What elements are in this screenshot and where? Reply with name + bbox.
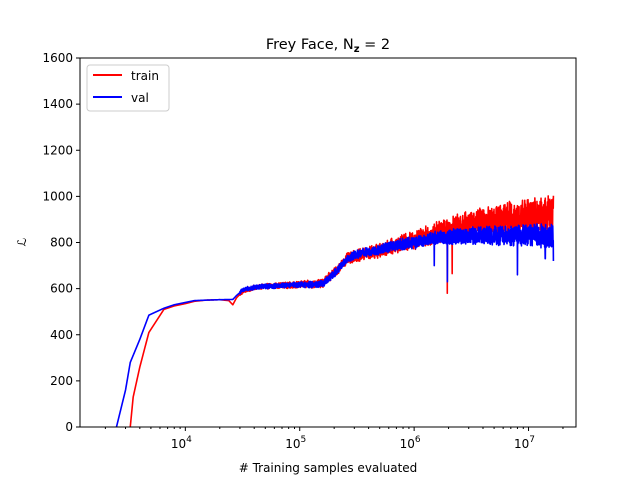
y-tick-label: 600: [50, 282, 73, 296]
x-tick-label: 106: [400, 435, 421, 451]
x-tick-label: 107: [514, 435, 535, 451]
legend-val-label: val: [131, 91, 149, 105]
y-tick-label: 1200: [42, 143, 73, 157]
series-line-val: [115, 223, 555, 427]
plot-area: [115, 195, 555, 427]
y-axis: 0 200 400 600 800 1000 1200 1400 1600: [42, 51, 80, 434]
legend-train-label: train: [131, 69, 159, 83]
plot-frame: [79, 57, 577, 428]
y-tick-label: 1600: [42, 51, 73, 65]
x-tick-label: 105: [285, 435, 306, 451]
y-tick-label: 0: [65, 420, 73, 434]
x-tick-label: 104: [171, 435, 192, 451]
y-tick-label: 1400: [42, 97, 73, 111]
legend: train val: [86, 64, 170, 112]
y-tick-label: 200: [50, 374, 73, 388]
y-tick-label: 800: [50, 236, 73, 250]
y-tick-label: 400: [50, 328, 73, 342]
x-axis-label: # Training samples evaluated: [239, 461, 418, 475]
x-axis: 104 105 106 107: [104, 427, 564, 451]
y-axis-label: ℒ: [15, 238, 29, 247]
y-tick-label: 1000: [42, 189, 73, 203]
chart-title: Frey Face, Nz = 2: [266, 37, 390, 55]
legend-box: [86, 64, 170, 112]
